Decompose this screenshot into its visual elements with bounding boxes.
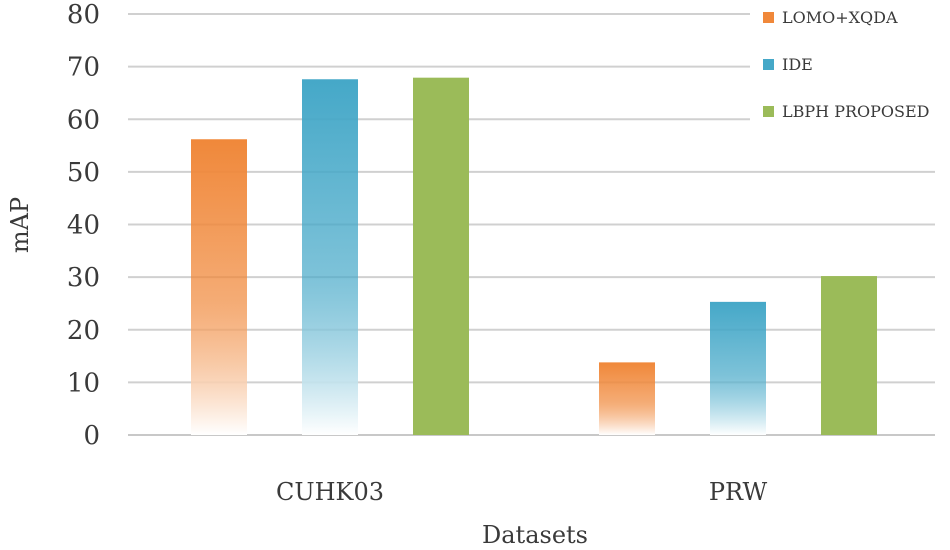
- y-tick-label: 60: [67, 105, 100, 135]
- legend-swatch: [763, 12, 774, 23]
- x-axis-title: Datasets: [482, 521, 588, 549]
- y-tick-label: 80: [67, 0, 100, 30]
- y-tick-label: 70: [67, 53, 100, 83]
- bar-lbph-proposed-cuhk03: [413, 77, 469, 436]
- y-axis-ticks: 0 10 20 30 40 50 60 70 80: [67, 0, 100, 451]
- x-category-label: PRW: [709, 478, 768, 506]
- bar-lomo-xqda-cuhk03: [191, 139, 247, 435]
- y-axis-title: mAP: [6, 197, 34, 253]
- bar-lbph-proposed-prw: [821, 276, 877, 435]
- y-tick-label: 50: [67, 158, 100, 188]
- gridlines: [128, 13, 935, 436]
- y-tick-label: 30: [67, 263, 100, 293]
- legend-label: LBPH PROPOSED: [782, 102, 929, 121]
- legend: LOMO+XQDA IDE LBPH PROPOSED: [763, 8, 929, 121]
- legend-label: LOMO+XQDA: [782, 8, 898, 27]
- bar-ide-cuhk03: [302, 79, 358, 435]
- y-tick-label: 10: [67, 368, 100, 398]
- legend-swatch: [763, 106, 774, 117]
- x-category-label: CUHK03: [276, 478, 384, 506]
- legend-label: IDE: [782, 55, 813, 74]
- y-tick-label: 40: [67, 211, 100, 241]
- bar-ide-prw: [710, 301, 766, 435]
- legend-swatch: [763, 59, 774, 70]
- bar-lomo-xqda-prw: [599, 362, 655, 435]
- x-axis-categories: CUHK03 PRW: [276, 478, 768, 506]
- y-tick-label: 20: [67, 316, 100, 346]
- y-tick-label: 0: [83, 421, 100, 451]
- bars: [191, 77, 877, 436]
